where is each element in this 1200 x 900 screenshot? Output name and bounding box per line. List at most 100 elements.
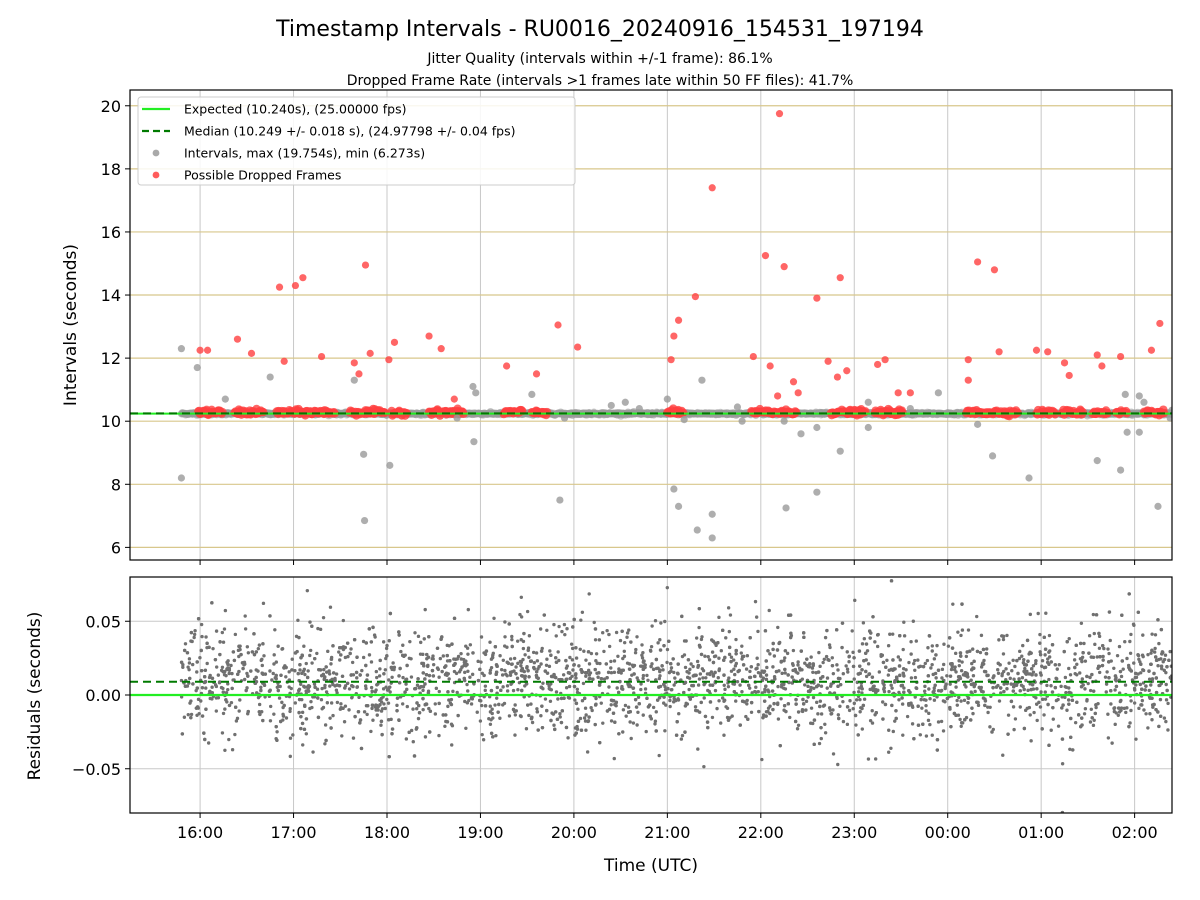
interval-point [864, 423, 872, 432]
residual-point [623, 703, 628, 708]
dropped-frame-point [881, 356, 889, 364]
residual-point [564, 686, 569, 690]
interval-point [556, 496, 564, 504]
interval-point [782, 504, 790, 512]
residual-point [237, 654, 241, 659]
residual-point [538, 627, 543, 631]
residual-point [1036, 611, 1040, 616]
residual-point [962, 683, 967, 687]
residual-point [449, 697, 454, 702]
residual-point [698, 672, 703, 676]
residual-point [280, 700, 284, 705]
residual-point [1043, 690, 1047, 694]
residual-point [1044, 611, 1048, 615]
residual-point [854, 698, 859, 702]
dropped-frame-point [203, 346, 212, 354]
residual-point [1040, 664, 1044, 668]
residual-point [488, 722, 493, 726]
residual-point [727, 629, 732, 634]
residual-point [945, 674, 949, 678]
residual-point [227, 671, 231, 676]
residual-point [1067, 686, 1071, 690]
residual-point [845, 722, 850, 727]
dropped-frame-point [691, 293, 699, 301]
residual-point [632, 663, 637, 668]
residual-point [803, 661, 807, 665]
residual-point [935, 643, 939, 648]
residual-point [700, 667, 705, 671]
residual-point [1007, 661, 1011, 665]
residual-point [220, 665, 225, 669]
residual-point [785, 651, 790, 656]
dropped-frame-point [1065, 371, 1073, 380]
residual-point [319, 698, 324, 702]
residual-point [868, 718, 873, 723]
interval-point [360, 450, 368, 458]
residual-point [197, 711, 201, 716]
residual-point [812, 686, 816, 690]
residual-point [1002, 682, 1006, 686]
residual-point [733, 672, 737, 677]
residual-point [427, 706, 431, 711]
residual-point [514, 665, 518, 669]
dropped-frame-point [974, 258, 982, 266]
residual-point [982, 658, 986, 663]
interval-point [1135, 428, 1143, 436]
residual-point [388, 690, 392, 694]
residual-point [527, 634, 532, 638]
residual-point [508, 657, 513, 661]
residual-point [930, 644, 935, 648]
residual-point [592, 620, 596, 625]
interval-point [1135, 392, 1143, 400]
y-tick-label: 12 [101, 349, 121, 368]
residual-point [695, 659, 700, 664]
residual-point [214, 709, 219, 713]
residual-point [182, 715, 187, 719]
residual-point [886, 644, 891, 648]
residual-point [806, 684, 810, 689]
residual-point [852, 690, 856, 695]
residual-point [729, 669, 734, 673]
residual-point [924, 703, 928, 708]
residual-point [988, 725, 992, 729]
residual-point [370, 706, 374, 711]
residual-point [853, 598, 857, 603]
residual-point [601, 631, 605, 635]
dropped-frame-point [317, 352, 326, 361]
residual-point [369, 729, 373, 734]
residual-point [223, 748, 227, 752]
residual-point [907, 660, 911, 665]
residual-point [841, 699, 845, 704]
residual-point [601, 721, 605, 725]
residual-point [732, 658, 736, 662]
residual-point [582, 649, 586, 653]
residual-point [503, 635, 507, 639]
residual-point [925, 658, 930, 663]
residual-point [665, 660, 669, 665]
residual-point [754, 615, 759, 619]
residual-point [316, 626, 320, 631]
residual-point [500, 673, 505, 677]
residual-point [657, 676, 662, 681]
residual-point [1049, 728, 1053, 732]
residual-point [459, 651, 463, 656]
residual-point [923, 684, 927, 689]
residual-point [707, 658, 712, 662]
residual-point [210, 685, 214, 689]
residual-point [663, 619, 667, 624]
residual-point [327, 669, 331, 673]
residual-point [1047, 633, 1052, 638]
dropped-frame-point [450, 395, 458, 403]
residual-point [505, 684, 510, 688]
residual-point [466, 689, 470, 693]
dropped-frame-point [780, 263, 788, 271]
residual-point [488, 640, 492, 644]
residual-point [625, 631, 630, 635]
residual-point [852, 701, 857, 706]
interval-point [797, 430, 805, 438]
residual-point [304, 661, 308, 666]
residual-point [711, 674, 716, 678]
residual-point [558, 712, 562, 716]
residual-point [922, 698, 927, 702]
